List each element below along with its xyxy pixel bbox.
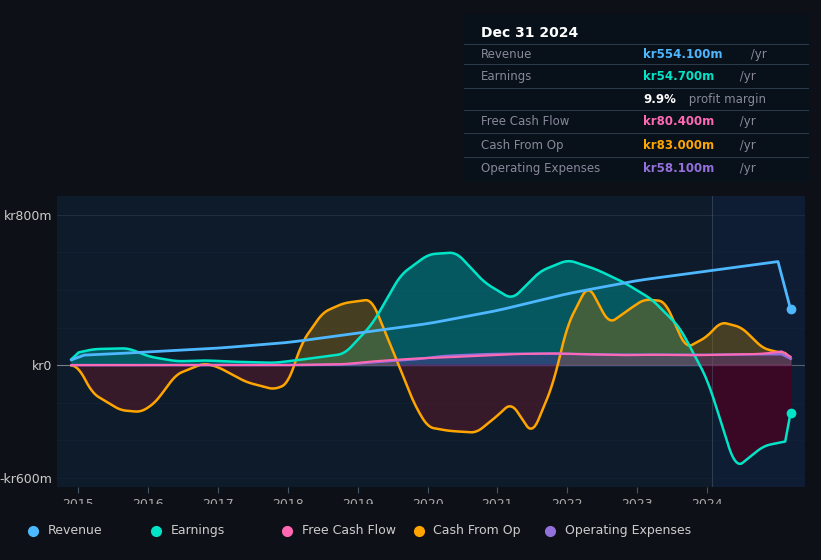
Text: 9.9%: 9.9%	[643, 93, 676, 106]
Text: kr83.000m: kr83.000m	[643, 138, 714, 152]
Text: profit margin: profit margin	[685, 93, 765, 106]
Text: Operating Expenses: Operating Expenses	[565, 524, 691, 538]
Text: Earnings: Earnings	[481, 69, 533, 83]
Text: Revenue: Revenue	[481, 48, 533, 61]
Text: /yr: /yr	[736, 115, 756, 128]
Text: Free Cash Flow: Free Cash Flow	[302, 524, 396, 538]
Text: /yr: /yr	[736, 162, 756, 175]
Text: kr80.400m: kr80.400m	[643, 115, 714, 128]
Text: Cash From Op: Cash From Op	[433, 524, 521, 538]
Text: Cash From Op: Cash From Op	[481, 138, 563, 152]
Text: Dec 31 2024: Dec 31 2024	[481, 26, 578, 40]
Text: Revenue: Revenue	[48, 524, 103, 538]
Text: kr58.100m: kr58.100m	[643, 162, 714, 175]
Bar	[713, 196, 805, 487]
Text: Earnings: Earnings	[171, 524, 225, 538]
Text: kr54.700m: kr54.700m	[643, 69, 714, 83]
Text: /yr: /yr	[736, 138, 756, 152]
Text: /yr: /yr	[736, 69, 756, 83]
Text: /yr: /yr	[746, 48, 766, 61]
Text: Operating Expenses: Operating Expenses	[481, 162, 600, 175]
Text: kr554.100m: kr554.100m	[643, 48, 722, 61]
Text: Free Cash Flow: Free Cash Flow	[481, 115, 570, 128]
